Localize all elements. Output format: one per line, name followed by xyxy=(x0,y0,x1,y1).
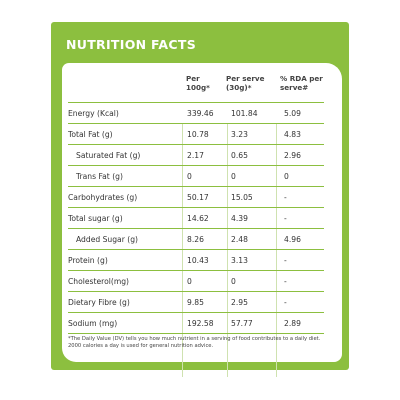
row-separator xyxy=(68,249,324,251)
table-row: Carbohydrates (g) 50.17 15.05 - xyxy=(62,188,342,208)
nutrient-label: Dietary Fibre (g) xyxy=(68,298,130,307)
per-100g-value: 10.43 xyxy=(187,256,209,265)
table-row: Energy (Kcal) 339.46 101.84 5.09 xyxy=(62,104,342,124)
per-100g-value: 2.17 xyxy=(187,151,204,160)
table-row: Sodium (mg) 192.58 57.77 2.89 xyxy=(62,314,342,334)
per-100g-value: 14.62 xyxy=(187,214,209,223)
nutrient-label: Protein (g) xyxy=(68,256,108,265)
row-separator xyxy=(68,123,324,125)
rda-value: 0 xyxy=(284,172,289,181)
per-100g-value: 0 xyxy=(187,172,192,181)
nutrient-label: Energy (Kcal) xyxy=(68,109,119,118)
rda-value: - xyxy=(284,256,287,265)
panel-title: NUTRITION FACTS xyxy=(66,37,197,52)
per-100g-value: 9.85 xyxy=(187,298,204,307)
rda-value: - xyxy=(284,298,287,307)
per-serve-value: 4.39 xyxy=(231,214,248,223)
row-separator xyxy=(68,207,324,209)
header-per-100g: Per 100g* xyxy=(186,74,210,92)
per-serve-value: 0.65 xyxy=(231,151,248,160)
per-serve-value: 2.95 xyxy=(231,298,248,307)
footnote: *The Daily Value (DV) tells you how much… xyxy=(68,336,321,349)
per-serve-value: 3.23 xyxy=(231,130,248,139)
row-separator xyxy=(68,228,324,230)
rda-value: - xyxy=(284,277,287,286)
per-100g-value: 192.58 xyxy=(187,319,214,328)
table-row: Total sugar (g) 14.62 4.39 - xyxy=(62,209,342,229)
per-100g-value: 0 xyxy=(187,277,192,286)
row-separator xyxy=(68,333,324,335)
per-100g-value: 50.17 xyxy=(187,193,209,202)
nutrient-label: Added Sugar (g) xyxy=(76,235,138,244)
nutrient-label: Trans Fat (g) xyxy=(76,172,123,181)
rda-value: - xyxy=(284,214,287,223)
per-serve-value: 101.84 xyxy=(231,109,258,118)
header-per-serve: Per serve (30g)* xyxy=(226,74,265,92)
column-divider xyxy=(182,124,183,377)
table-row: Dietary Fibre (g) 9.85 2.95 - xyxy=(62,293,342,313)
per-serve-value: 0 xyxy=(231,277,236,286)
rda-value: 4.83 xyxy=(284,130,301,139)
row-separator xyxy=(68,291,324,293)
header-rda: % RDA per serve# xyxy=(280,74,323,92)
nutrient-label: Cholesterol(mg) xyxy=(68,277,130,286)
table-row: Cholesterol(mg) 0 0 - xyxy=(62,272,342,292)
nutrient-label: Total Fat (g) xyxy=(68,130,113,139)
nutrition-panel: NUTRITION FACTS Per 100g* Per serve (30g… xyxy=(51,22,349,377)
row-separator xyxy=(68,312,324,314)
per-100g-value: 8.26 xyxy=(187,235,204,244)
per-100g-value: 10.78 xyxy=(187,130,209,139)
table-row: Saturated Fat (g) 2.17 0.65 2.96 xyxy=(62,146,342,166)
column-divider xyxy=(227,124,228,377)
nutrition-table: Per 100g* Per serve (30g)* % RDA per ser… xyxy=(62,63,342,377)
table-row: Total Fat (g) 10.78 3.23 4.83 xyxy=(62,125,342,145)
row-separator xyxy=(68,165,324,167)
per-serve-value: 0 xyxy=(231,172,236,181)
rda-value: - xyxy=(284,193,287,202)
nutrient-label: Sodium (mg) xyxy=(68,319,118,328)
rda-value: 2.89 xyxy=(284,319,301,328)
per-serve-value: 3.13 xyxy=(231,256,248,265)
rda-value: 4.96 xyxy=(284,235,301,244)
per-100g-value: 339.46 xyxy=(187,109,214,118)
column-divider xyxy=(276,124,277,377)
row-separator xyxy=(68,270,324,272)
rda-value: 5.09 xyxy=(284,109,301,118)
nutrient-label: Saturated Fat (g) xyxy=(76,151,141,160)
table-row: Protein (g) 10.43 3.13 - xyxy=(62,251,342,271)
rda-value: 2.96 xyxy=(284,151,301,160)
table-row: Trans Fat (g) 0 0 0 xyxy=(62,167,342,187)
row-separator xyxy=(68,102,324,104)
per-serve-value: 15.05 xyxy=(231,193,253,202)
row-separator xyxy=(68,144,324,146)
table-row: Added Sugar (g) 8.26 2.48 4.96 xyxy=(62,230,342,250)
per-serve-value: 2.48 xyxy=(231,235,248,244)
nutrient-label: Carbohydrates (g) xyxy=(68,193,138,202)
nutrient-label: Total sugar (g) xyxy=(68,214,123,223)
row-separator xyxy=(68,186,324,188)
per-serve-value: 57.77 xyxy=(231,319,253,328)
